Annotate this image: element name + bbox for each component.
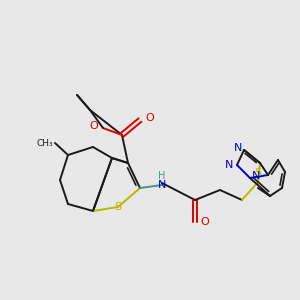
- Text: N: N: [252, 171, 260, 181]
- Text: O: O: [89, 121, 98, 131]
- Text: S: S: [114, 202, 122, 212]
- Text: N: N: [158, 180, 166, 190]
- Text: S: S: [254, 168, 262, 178]
- Text: H: H: [158, 171, 166, 181]
- Text: N: N: [225, 160, 233, 170]
- Text: CH₃: CH₃: [36, 139, 53, 148]
- Text: O: O: [145, 113, 154, 123]
- Text: O: O: [200, 217, 209, 227]
- Text: N: N: [234, 143, 242, 153]
